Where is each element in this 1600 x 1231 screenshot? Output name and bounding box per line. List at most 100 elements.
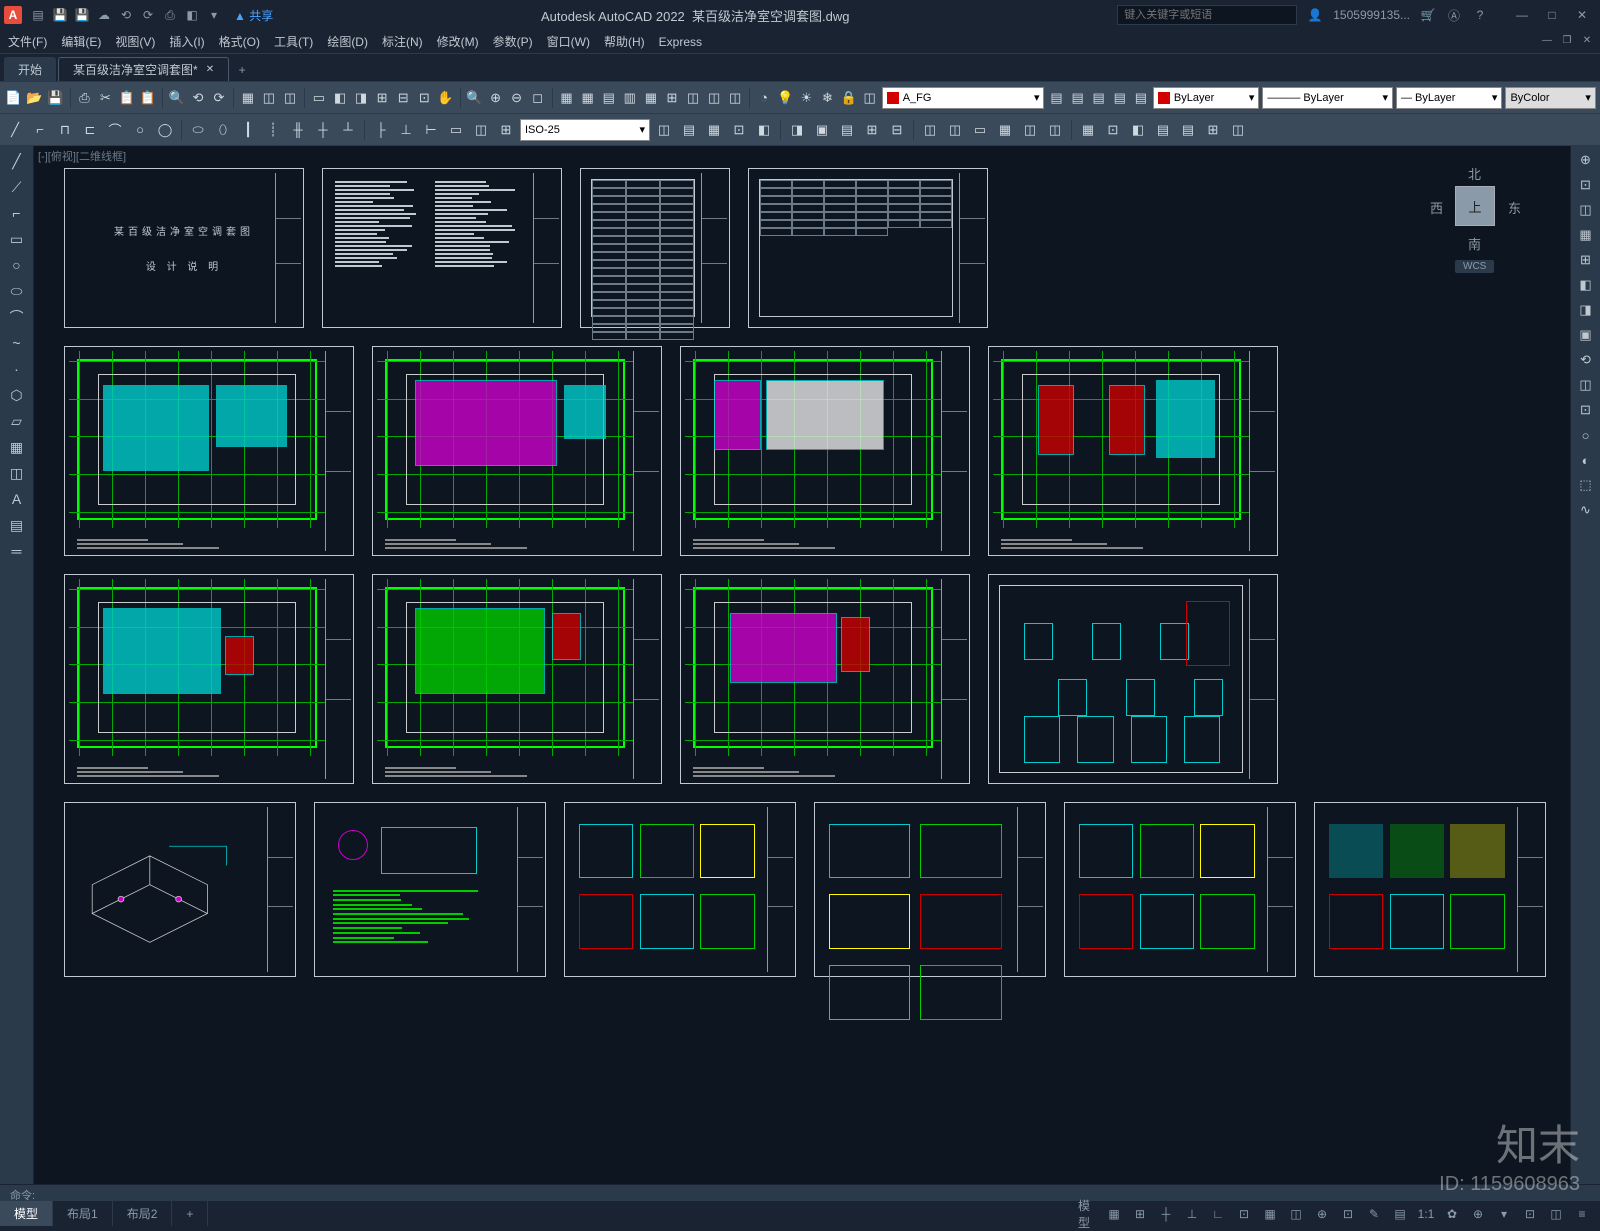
- menu-item[interactable]: 标注(N): [382, 33, 423, 50]
- viewcube-west[interactable]: 西: [1430, 198, 1443, 217]
- status-icon[interactable]: ✎: [1364, 1204, 1384, 1224]
- qat-print-icon[interactable]: ⎙: [162, 7, 178, 23]
- draw-tool-icon[interactable]: ○: [129, 119, 151, 141]
- toolbar-button[interactable]: ⟲: [189, 87, 207, 109]
- modify-tool-icon[interactable]: ▤: [1177, 119, 1199, 141]
- right-tool-icon[interactable]: ⊞: [1576, 250, 1596, 270]
- toolbar-button[interactable]: 🔍: [465, 87, 483, 109]
- modify-tool-icon[interactable]: ◧: [753, 119, 775, 141]
- status-icon[interactable]: ✿: [1442, 1204, 1462, 1224]
- user-label[interactable]: 1505999135...: [1333, 8, 1410, 22]
- draw-tool-icon[interactable]: ⊏: [79, 119, 101, 141]
- menu-item[interactable]: 编辑(E): [61, 33, 101, 50]
- signin-icon[interactable]: 👤: [1307, 7, 1323, 23]
- viewport-label[interactable]: [-][俯视][二维线框]: [38, 148, 126, 164]
- toolbar-button[interactable]: ◨: [352, 87, 370, 109]
- toolbar-button[interactable]: ⊞: [663, 87, 681, 109]
- modify-tool-icon[interactable]: ◫: [944, 119, 966, 141]
- modify-tool-icon[interactable]: ◫: [919, 119, 941, 141]
- app-icon[interactable]: Ⓐ: [1446, 7, 1462, 23]
- qat-undo-icon[interactable]: ⟲: [118, 7, 134, 23]
- draw-tool-icon[interactable]: ┊: [262, 119, 284, 141]
- left-tool-icon[interactable]: ╱: [6, 150, 28, 172]
- layer-extra-icon[interactable]: ▤: [1047, 87, 1065, 109]
- status-icon[interactable]: ◫: [1546, 1204, 1566, 1224]
- help-search-input[interactable]: [1117, 5, 1297, 25]
- toolbar-button[interactable]: ⊞: [373, 87, 391, 109]
- draw-tool-icon[interactable]: ⊥: [395, 119, 417, 141]
- toolbar-button[interactable]: ▦: [239, 87, 257, 109]
- toolbar-button[interactable]: 📋: [139, 87, 157, 109]
- draw-tool-icon[interactable]: ⊢: [420, 119, 442, 141]
- toolbar-button[interactable]: ▦: [579, 87, 597, 109]
- left-tool-icon[interactable]: ⟋: [6, 176, 28, 198]
- modify-tool-icon[interactable]: ◫: [653, 119, 675, 141]
- status-icon[interactable]: ▤: [1390, 1204, 1410, 1224]
- cart-icon[interactable]: 🛒: [1420, 7, 1436, 23]
- share-link[interactable]: ▲ 共享: [234, 7, 273, 24]
- app-logo[interactable]: A: [4, 6, 22, 24]
- toolbar-button[interactable]: ✋: [436, 87, 454, 109]
- toolbar-button[interactable]: ▦: [558, 87, 576, 109]
- layer-extra-icon[interactable]: ▤: [1111, 87, 1129, 109]
- modify-tool-icon[interactable]: ⊞: [861, 119, 883, 141]
- doc-min-icon[interactable]: —: [1538, 32, 1556, 48]
- toolbar-button[interactable]: ▭: [310, 87, 328, 109]
- left-tool-icon[interactable]: ▦: [6, 436, 28, 458]
- lineweight-combo[interactable]: — ByLayer▾: [1396, 87, 1502, 109]
- qat-redo-icon[interactable]: ⟳: [140, 7, 156, 23]
- status-icon[interactable]: ⊕: [1468, 1204, 1488, 1224]
- status-icon[interactable]: ∟: [1208, 1204, 1228, 1224]
- toolbar-button[interactable]: 📋: [118, 87, 136, 109]
- layer-extra-icon[interactable]: ▤: [1090, 87, 1108, 109]
- toolbar-button[interactable]: 📂: [25, 87, 43, 109]
- right-tool-icon[interactable]: ⊡: [1576, 400, 1596, 420]
- status-icon[interactable]: ▦: [1260, 1204, 1280, 1224]
- draw-tool-icon[interactable]: ┴: [337, 119, 359, 141]
- qat-save-icon[interactable]: 💾: [52, 7, 68, 23]
- left-tool-icon[interactable]: ⬡: [6, 384, 28, 406]
- menu-item[interactable]: 修改(M): [437, 33, 479, 50]
- draw-tool-icon[interactable]: ┃: [237, 119, 259, 141]
- menu-item[interactable]: Express: [659, 35, 702, 49]
- status-icon[interactable]: ≡: [1572, 1204, 1592, 1224]
- status-icon[interactable]: ⊕: [1312, 1204, 1332, 1224]
- layer-tool-icon[interactable]: 💡: [776, 87, 794, 109]
- left-tool-icon[interactable]: ═: [6, 540, 28, 562]
- status-icon[interactable]: 1:1: [1416, 1204, 1436, 1224]
- modify-tool-icon[interactable]: ▤: [836, 119, 858, 141]
- toolbar-button[interactable]: ▤: [600, 87, 618, 109]
- toolbar-button[interactable]: ⊖: [508, 87, 526, 109]
- toolbar-button[interactable]: ⊡: [415, 87, 433, 109]
- doc-restore-icon[interactable]: ❐: [1558, 32, 1576, 48]
- modify-tool-icon[interactable]: ◧: [1127, 119, 1149, 141]
- modify-tool-icon[interactable]: ◫: [1227, 119, 1249, 141]
- left-tool-icon[interactable]: ◫: [6, 462, 28, 484]
- viewcube-face[interactable]: 上: [1455, 186, 1495, 226]
- status-icon[interactable]: ⊡: [1234, 1204, 1254, 1224]
- menu-item[interactable]: 参数(P): [493, 33, 533, 50]
- dimstyle-combo[interactable]: ISO-25▾: [520, 119, 650, 141]
- left-tool-icon[interactable]: ▤: [6, 514, 28, 536]
- modify-tool-icon[interactable]: ▦: [703, 119, 725, 141]
- draw-tool-icon[interactable]: ⬯: [212, 119, 234, 141]
- modify-tool-icon[interactable]: ▦: [994, 119, 1016, 141]
- menu-item[interactable]: 格式(O): [219, 33, 260, 50]
- draw-tool-icon[interactable]: ⬭: [187, 119, 209, 141]
- draw-tool-icon[interactable]: ▭: [445, 119, 467, 141]
- menu-item[interactable]: 文件(F): [8, 33, 47, 50]
- qat-icon[interactable]: ◧: [184, 7, 200, 23]
- toolbar-button[interactable]: ◧: [331, 87, 349, 109]
- modify-tool-icon[interactable]: ▤: [1152, 119, 1174, 141]
- right-tool-icon[interactable]: ◐: [1576, 450, 1596, 470]
- toolbar-button[interactable]: ⎙: [75, 87, 93, 109]
- left-tool-icon[interactable]: ⌐: [6, 202, 28, 224]
- status-icon[interactable]: 模型: [1078, 1204, 1098, 1224]
- left-tool-icon[interactable]: ▭: [6, 228, 28, 250]
- qat-cloud-icon[interactable]: ☁: [96, 7, 112, 23]
- right-tool-icon[interactable]: ∿: [1576, 500, 1596, 520]
- color-combo[interactable]: ByLayer▾: [1153, 87, 1259, 109]
- layer-tool-icon[interactable]: ◫: [861, 87, 879, 109]
- toolbar-button[interactable]: ◫: [281, 87, 299, 109]
- toolbar-button[interactable]: 📄: [4, 87, 22, 109]
